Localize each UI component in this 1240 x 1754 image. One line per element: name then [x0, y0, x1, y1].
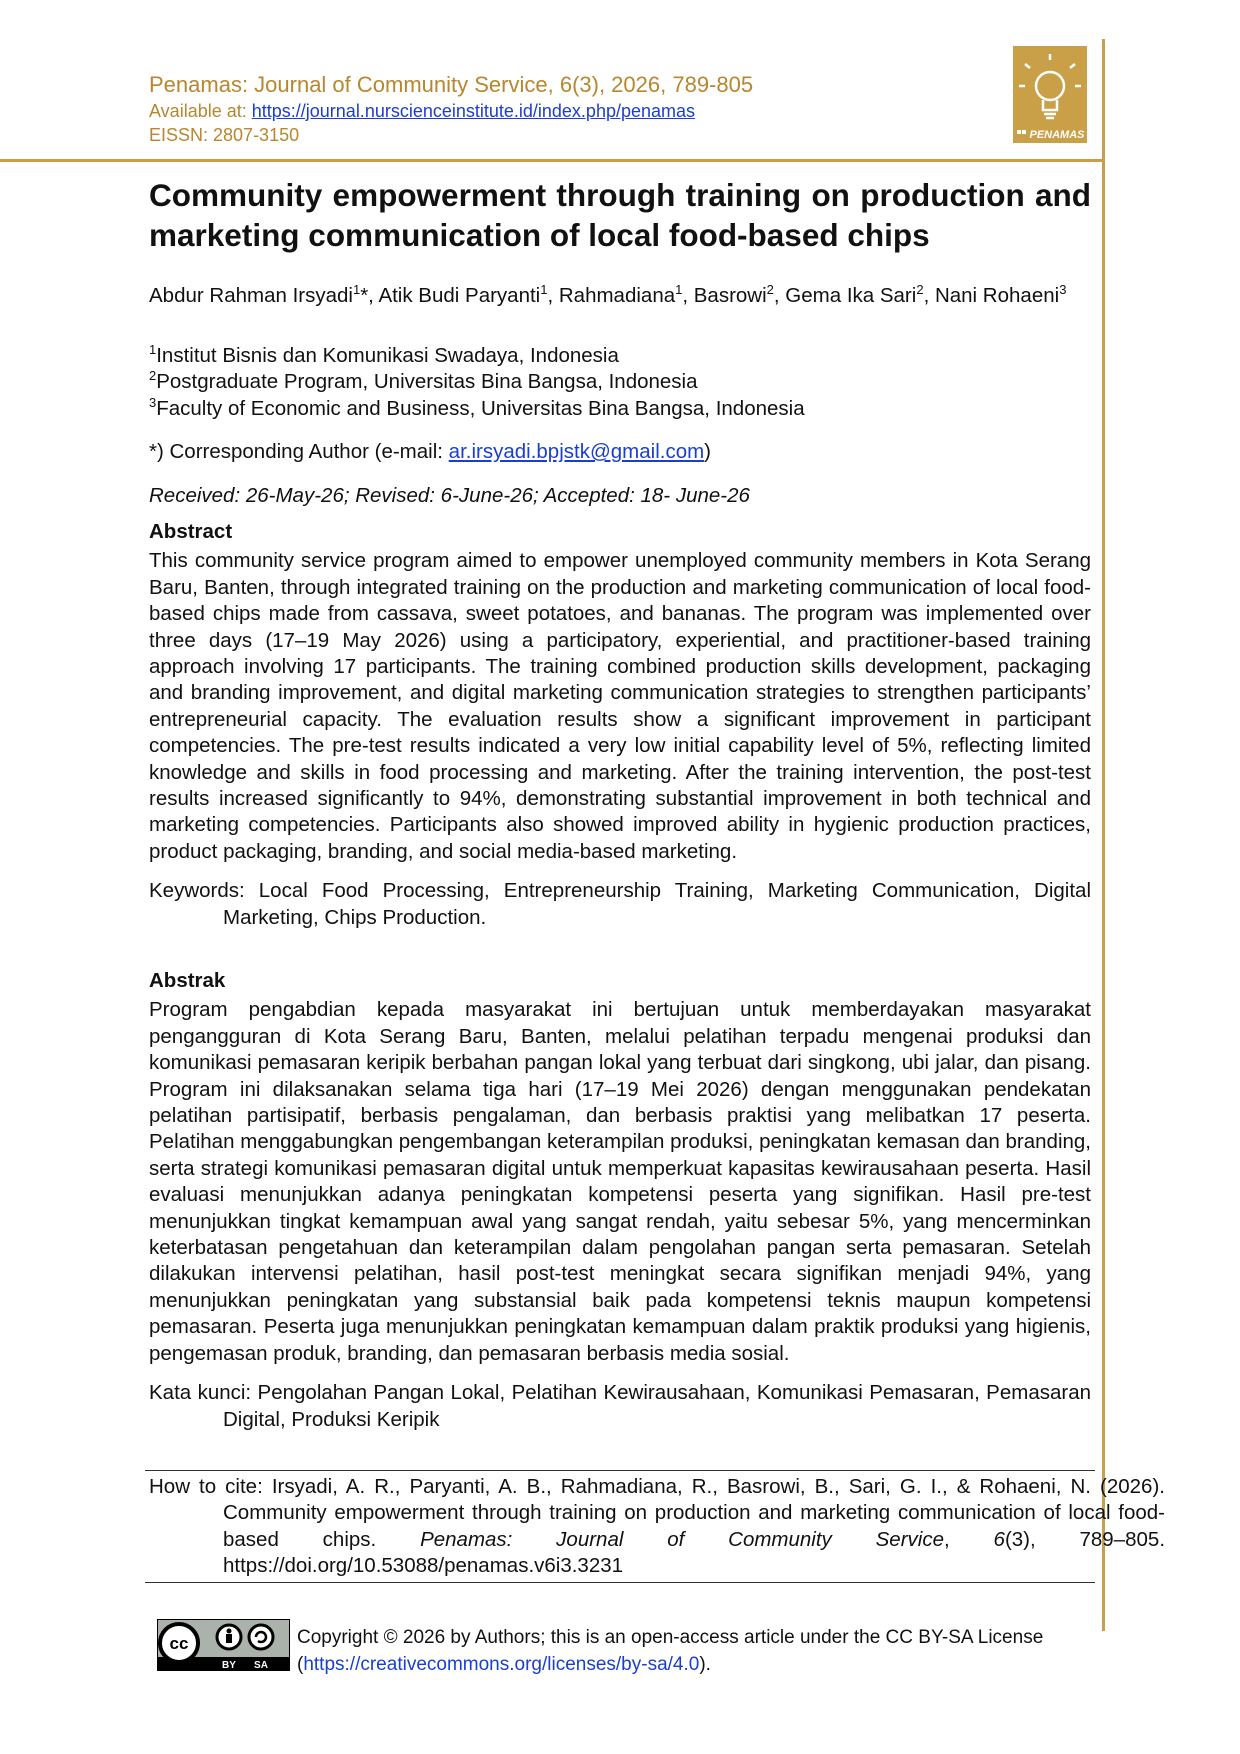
affil-text: Postgraduate Program, Universitas Bina B…: [156, 370, 698, 394]
citation: How to cite: Irsyadi, A. R., Paryanti, A…: [149, 1474, 1165, 1580]
cite-rule-top: [145, 1470, 1095, 1471]
affil-text: Institut Bisnis dan Komunikasi Swadaya, …: [156, 344, 619, 367]
author-affil: 1: [675, 282, 683, 298]
keywords: Keywords: Local Food Processing, Entrepr…: [149, 878, 1091, 931]
cite-text: Irsyadi, A. R., Paryanti, A. B., Rahmadi…: [223, 1475, 1165, 1551]
author-affil: 3: [1059, 282, 1067, 298]
kata-kunci-text: Pengolahan Pangan Lokal, Pelatihan Kewir…: [223, 1381, 1092, 1431]
cite-label: How to cite:: [149, 1475, 263, 1498]
affiliations: 1Institut Bisnis dan Komunikasi Swadaya,…: [149, 343, 1091, 422]
available-label: Available at:: [149, 101, 247, 121]
authors: Abdur Rahman Irsyadi1*, Atik Budi Paryan…: [149, 282, 1091, 310]
article-title: Community empowerment through training o…: [149, 177, 1091, 253]
eissn: EISSN: 2807-3150: [149, 125, 300, 145]
corr-prefix: *) Corresponding Author (e-mail:: [149, 440, 443, 463]
author-affil: 2: [916, 282, 924, 298]
corr-email[interactable]: ar.irsyadi.bpjstk@gmail.com: [448, 440, 705, 463]
author-affil: 1: [540, 282, 548, 298]
cite-rule-bottom: [145, 1582, 1095, 1583]
cc-by: BY: [222, 1660, 236, 1671]
affil-num: 1: [149, 342, 157, 358]
author: , Rahmadiana: [547, 284, 676, 307]
abstract: Abstract This community service program …: [149, 519, 1091, 931]
license: Copyright © 2026 by Authors; this is an …: [297, 1624, 1067, 1678]
abstract-heading: Abstract: [149, 520, 233, 543]
journal-logo: PENAMAS: [1013, 46, 1087, 143]
author: *, Atik Budi Paryanti: [360, 284, 541, 307]
author: , Basrowi: [682, 284, 767, 307]
header-rule: [0, 159, 1103, 162]
abstrak-heading: Abstrak: [149, 969, 226, 992]
license-text: Copyright © 2026 by Authors; this is an …: [297, 1627, 1044, 1675]
title-block: Community empowerment through training o…: [149, 175, 1091, 255]
affiliation: 3Faculty of Economic and Business, Unive…: [149, 396, 1091, 422]
author-affil: 2: [766, 282, 774, 298]
cc-sa: SA: [254, 1660, 268, 1671]
affiliation: 2Postgraduate Program, Universitas Bina …: [149, 369, 1091, 395]
license-suffix: ).: [699, 1654, 711, 1675]
keywords-text: Local Food Processing, Entrepreneurship …: [223, 879, 1091, 929]
cite-sep: ,: [944, 1527, 950, 1551]
dates: Received: 26-May-26; Revised: 6-June-26;…: [149, 484, 750, 507]
journal-line: Penamas: Journal of Community Service, 6…: [149, 72, 754, 97]
license-url[interactable]: https://creativecommons.org/licenses/by-…: [303, 1654, 700, 1675]
abstrak: Abstrak Program pengabdian kepada masyar…: [149, 968, 1091, 1433]
cite-rest: (3), 789–805. https://doi.org/10.53088/p…: [223, 1527, 1166, 1578]
affil-num: 2: [149, 368, 157, 384]
author: , Gema Ika Sari: [773, 284, 917, 307]
abstrak-text: Program pengabdian kepada masyarakat ini…: [149, 998, 1091, 1365]
cite-volume: 6: [993, 1527, 1005, 1551]
available-line: Available at: https://journal.nurscience…: [149, 101, 695, 122]
margin-rule: [1102, 39, 1105, 1631]
author: , Nani Rohaeni: [923, 284, 1060, 307]
journal-url[interactable]: https://journal.nurscienceinstitute.id/i…: [251, 101, 696, 121]
kata-kunci: Kata kunci: Pengolahan Pangan Lokal, Pel…: [149, 1380, 1091, 1433]
author: Abdur Rahman Irsyadi: [149, 284, 353, 307]
corresponding: *) Corresponding Author (e-mail: ar.irsy…: [149, 439, 1091, 465]
abstract-text: This community service program aimed to …: [149, 549, 1091, 863]
keywords-label: Keywords:: [149, 879, 245, 903]
corr-suffix: ): [704, 440, 711, 463]
affil-text: Faculty of Economic and Business, Univer…: [156, 396, 805, 420]
cc-badge: cc BY SA: [157, 1619, 290, 1671]
logo-text: PENAMAS: [1029, 129, 1085, 141]
cite-journal: Penamas: Journal of Community Service: [420, 1527, 944, 1551]
cc-symbol: cc: [170, 1634, 189, 1653]
affiliation: 1Institut Bisnis dan Komunikasi Swadaya,…: [149, 343, 1091, 369]
kata-kunci-label: Kata kunci:: [149, 1381, 252, 1405]
author-affil: 1: [352, 282, 361, 298]
affil-num: 3: [149, 394, 157, 410]
